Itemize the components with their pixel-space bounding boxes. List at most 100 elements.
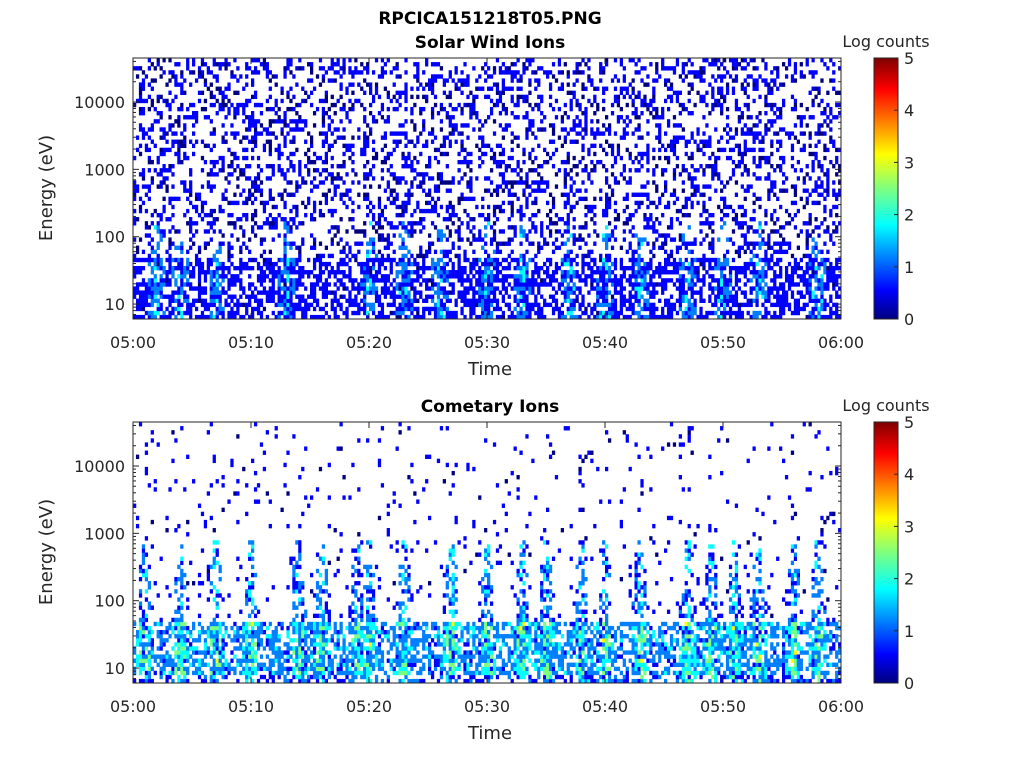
heatmap-cell	[416, 253, 420, 259]
heatmap-cell	[324, 200, 328, 206]
heatmap-cell	[463, 278, 467, 283]
heatmap-cell	[448, 131, 452, 136]
heatmap-cell	[159, 127, 163, 132]
heatmap-cell	[392, 106, 396, 112]
heatmap-cell	[714, 164, 718, 169]
heatmap-cell	[144, 294, 149, 299]
heatmap-cell	[310, 233, 314, 238]
heatmap-cell	[277, 106, 281, 112]
heatmap-cell	[569, 204, 573, 210]
heatmap-cell	[401, 286, 405, 291]
heatmap-cell	[711, 286, 715, 291]
heatmap-cell	[678, 74, 682, 79]
heatmap-cell	[245, 74, 249, 79]
heatmap-cell	[153, 225, 157, 230]
heatmap-cell	[566, 225, 570, 230]
heatmap-cell	[646, 74, 650, 79]
heatmap-cell	[669, 86, 674, 91]
heatmap-cell	[572, 123, 576, 128]
heatmap-cell	[436, 310, 441, 316]
heatmap-cell	[548, 302, 553, 308]
heatmap-cell	[274, 147, 278, 153]
heatmap-cell	[436, 306, 441, 312]
heatmap-cell	[439, 74, 444, 79]
heatmap-cell	[734, 270, 739, 275]
heatmap-cell	[253, 127, 258, 132]
heatmap-cell	[189, 274, 193, 279]
heatmap-cell	[720, 147, 724, 153]
heatmap-cell	[693, 298, 697, 303]
heatmap-cell	[492, 265, 497, 271]
heatmap-cell	[649, 265, 653, 271]
heatmap-cell	[693, 139, 697, 144]
heatmap-cell	[628, 94, 632, 100]
heatmap-cell	[652, 106, 656, 112]
heatmap-cell	[366, 314, 370, 319]
heatmap-cell	[371, 237, 376, 242]
heatmap-cell	[590, 102, 594, 108]
heatmap-cell	[631, 306, 635, 312]
heatmap-cell	[141, 278, 146, 283]
heatmap-cell	[584, 164, 588, 169]
heatmap-cell	[619, 302, 623, 308]
heatmap-cell	[690, 274, 694, 279]
heatmap-cell	[351, 286, 355, 291]
heatmap-cell	[610, 278, 615, 283]
heatmap-cell	[522, 290, 526, 295]
heatmap-cell	[643, 298, 647, 303]
heatmap-cell	[253, 221, 258, 226]
heatmap-cell	[510, 314, 514, 319]
heatmap-cell	[445, 135, 449, 140]
heatmap-cell	[702, 98, 706, 104]
heatmap-cell	[383, 204, 387, 210]
heatmap-cell	[159, 278, 163, 283]
heatmap-cell	[407, 270, 411, 275]
heatmap-cell	[268, 106, 272, 112]
heatmap-cell	[554, 147, 559, 153]
heatmap-cell	[180, 102, 184, 108]
heatmap-cell	[336, 164, 340, 169]
heatmap-cell	[324, 192, 328, 197]
heatmap-cell	[590, 274, 594, 279]
heatmap-cell	[652, 86, 656, 91]
heatmap-cell	[363, 135, 367, 140]
heatmap-cell	[410, 139, 414, 144]
heatmap-cell	[189, 221, 193, 226]
heatmap-cell	[445, 278, 449, 283]
heatmap-cell	[661, 265, 665, 271]
heatmap-cell	[310, 290, 314, 295]
heatmap-cell	[374, 294, 379, 299]
heatmap-cell	[599, 78, 603, 83]
heatmap-cell	[525, 298, 529, 303]
heatmap-cell	[227, 245, 231, 250]
heatmap-cell	[678, 278, 682, 283]
heatmap-cell	[274, 98, 278, 104]
heatmap-cell	[728, 294, 733, 299]
heatmap-cell	[669, 98, 674, 104]
heatmap-cell	[283, 139, 287, 144]
heatmap-cell	[472, 196, 476, 202]
heatmap-cell	[528, 102, 532, 108]
heatmap-cell	[295, 82, 299, 87]
heatmap-cell	[215, 270, 219, 275]
heatmap-cell	[513, 294, 517, 299]
heatmap-cell	[489, 290, 494, 295]
heatmap-cell	[498, 164, 503, 169]
heatmap-cell	[495, 184, 500, 189]
heatmap-cell	[274, 217, 278, 222]
heatmap-cell	[551, 298, 556, 303]
heatmap-cell	[478, 290, 482, 295]
heatmap-cell	[165, 306, 169, 312]
heatmap-cell	[628, 282, 632, 287]
heatmap-cell	[451, 270, 455, 275]
heatmap-cell	[664, 233, 668, 238]
heatmap-cell	[218, 302, 222, 308]
heatmap-cell	[147, 106, 151, 112]
heatmap-cell	[389, 200, 393, 206]
heatmap-cell	[507, 306, 511, 312]
heatmap-cell	[646, 102, 650, 108]
heatmap-cell	[256, 70, 261, 75]
heatmap-cell	[619, 62, 623, 67]
heatmap-cell	[133, 66, 137, 71]
heatmap-cell	[298, 102, 302, 108]
